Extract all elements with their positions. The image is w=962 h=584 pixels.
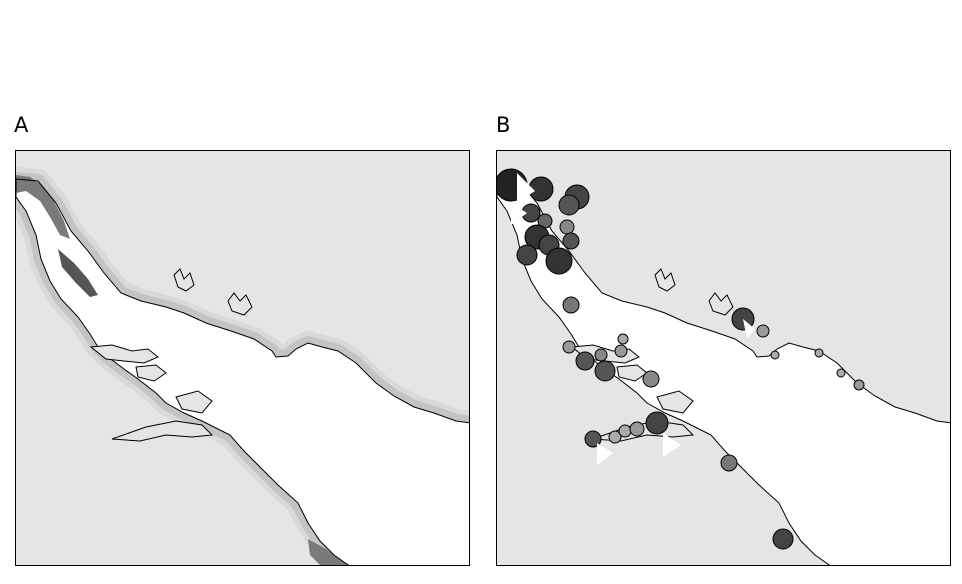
inlet-1 [173,268,195,292]
sample-point [853,379,865,391]
sample-point [642,370,660,388]
triangle-marker [517,173,535,203]
sample-point [545,247,573,275]
sample-point [516,244,538,266]
island-2 [616,364,648,382]
sample-point [594,360,616,382]
sample-points [497,168,865,550]
sample-point [575,351,595,371]
sample-point [562,232,580,250]
shade-patch-northwest [16,175,70,239]
sample-point [608,430,622,444]
map-a-svg [16,151,469,565]
sample-point [756,324,770,338]
sample-point [618,424,632,438]
triangle-marker [511,203,527,225]
panel-b-label: B [496,113,511,137]
island-4 [111,420,214,442]
sample-point [559,219,575,235]
sample-point [562,340,576,354]
triangle-marker [663,433,681,457]
triangle-marker [597,443,613,465]
triangle-marker [743,319,755,339]
sample-point [558,194,580,216]
sample-point [645,411,669,435]
island-3 [656,390,694,414]
map-panel-a [15,150,470,566]
inlet-2 [708,292,734,316]
sample-point [772,528,794,550]
sample-point [562,296,580,314]
island-3 [175,390,213,414]
sample-point [770,350,780,360]
sample-point [629,421,645,437]
shade-patch-west [58,249,98,297]
island-2 [135,364,167,382]
sample-point [614,344,628,358]
sample-point [720,454,738,472]
island-1 [89,344,159,364]
map-panel-b [496,150,951,566]
sample-point [617,333,629,345]
sample-point [836,368,846,378]
map-b-svg [497,168,950,565]
inlet-2 [227,292,253,316]
sample-point [814,348,824,358]
sample-point [594,348,608,362]
panel-a-label: A [14,113,29,137]
triangle-markers [511,173,755,465]
inlet-1 [654,268,676,292]
